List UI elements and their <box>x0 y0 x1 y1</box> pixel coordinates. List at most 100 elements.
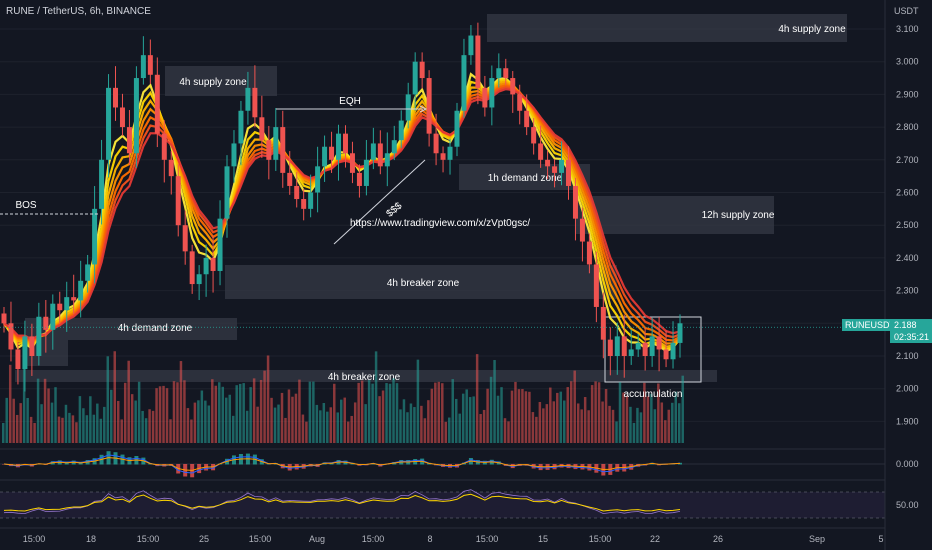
candle-body <box>196 274 202 285</box>
ema-line <box>3 87 681 341</box>
candle-body <box>238 110 244 144</box>
volume-bar <box>113 351 116 443</box>
volume-bar <box>367 380 371 443</box>
volume-bar <box>674 391 677 443</box>
volume-bar <box>625 395 629 443</box>
volume-bar <box>273 407 277 443</box>
volume-bar <box>657 383 660 443</box>
candle-body <box>635 342 641 350</box>
volume-bar <box>235 385 238 443</box>
zone-box <box>487 14 847 42</box>
candle-body <box>252 87 258 118</box>
macd-line <box>3 454 681 474</box>
volume-bar <box>597 382 601 443</box>
volume-bar <box>381 390 385 443</box>
volume-bar <box>395 383 399 443</box>
price-tick-label: 2.700 <box>896 155 919 165</box>
price-tick-label: 2.400 <box>896 253 919 263</box>
volume-bar <box>134 400 137 443</box>
time-tick-label: Sep <box>809 534 825 544</box>
volume-bar <box>329 407 333 443</box>
volume-bar <box>50 402 54 443</box>
candle-body <box>391 140 397 154</box>
volume-bar <box>26 397 29 443</box>
volume-bar <box>8 364 12 443</box>
candle-body <box>649 336 655 356</box>
ema-line <box>3 82 681 345</box>
volume-bar <box>458 413 461 443</box>
volume-bar <box>89 396 92 443</box>
volume-bar <box>127 360 130 443</box>
candle-body <box>119 107 125 128</box>
volume-bar <box>312 381 315 443</box>
volume-bar <box>611 409 615 443</box>
price-tick-label: 2.600 <box>896 188 919 198</box>
candle-body <box>565 159 571 186</box>
candle-body <box>586 241 592 265</box>
rsi-ma-line <box>3 493 681 512</box>
volume-bar <box>660 402 664 443</box>
candle-body <box>377 143 383 167</box>
candle-body <box>266 140 272 160</box>
volume-bar <box>538 402 542 443</box>
candle-body <box>531 127 537 144</box>
volume-bar <box>322 402 326 443</box>
candle-body <box>503 68 509 79</box>
volume-bar <box>650 393 653 443</box>
candle-body <box>273 127 279 160</box>
volume-bar <box>468 397 472 443</box>
candle-body <box>1 313 7 324</box>
time-tick-label: 15:00 <box>23 534 46 544</box>
volume-bar <box>472 396 475 443</box>
volume-bar <box>214 385 218 443</box>
candle-body <box>71 297 77 301</box>
candle-body <box>64 297 70 311</box>
volume-bar <box>103 406 106 443</box>
volume-bar <box>158 386 162 443</box>
volume-bar <box>378 396 381 443</box>
volume-bar <box>96 403 99 443</box>
volume-bar <box>47 388 50 443</box>
volume-bar <box>364 404 367 443</box>
volume-bar <box>68 412 71 443</box>
volume-bar <box>594 381 597 443</box>
time-tick-label: Aug <box>309 534 325 544</box>
volume-bar <box>5 397 8 443</box>
volume-bar <box>528 391 531 443</box>
volume-bar <box>556 392 559 443</box>
candle-body <box>259 117 265 141</box>
candle-body <box>433 133 439 154</box>
volume-bar <box>280 392 284 443</box>
candle-body <box>440 153 446 160</box>
volume-bar <box>197 400 200 443</box>
candle-body <box>600 306 606 340</box>
volume-bar <box>78 396 82 443</box>
candle-body <box>154 74 160 134</box>
candle-body <box>524 110 530 128</box>
volume-bar <box>423 418 427 443</box>
candle-body <box>8 323 14 350</box>
volume-bar <box>416 359 420 443</box>
time-tick-label: 15:00 <box>362 534 385 544</box>
price-tick-label: 2.800 <box>896 122 919 132</box>
volume-bar <box>559 391 563 443</box>
volume-bar <box>298 379 301 443</box>
volume-bar <box>333 383 336 443</box>
volume-bar <box>245 410 249 443</box>
zone-label: 4h supply zone <box>179 77 247 88</box>
volume-bar <box>514 381 517 443</box>
volume-bar <box>392 378 395 443</box>
bos-label: BOS <box>15 200 36 211</box>
volume-bar <box>524 391 528 443</box>
volume-bar <box>179 361 183 443</box>
candle-body <box>15 349 21 370</box>
volume-bar <box>343 397 346 443</box>
volume-bar <box>221 386 225 443</box>
volume-bar <box>454 398 458 443</box>
volume-bar <box>671 402 674 443</box>
volume-bar <box>85 415 89 443</box>
price-tick-label: 2.500 <box>896 220 919 230</box>
rsi-pane: 50.00 <box>0 479 919 519</box>
time-axis[interactable]: 15:00 18 15:00 25 15:00 Aug 15:00 8 15:00 15 15:00… <box>0 527 885 544</box>
